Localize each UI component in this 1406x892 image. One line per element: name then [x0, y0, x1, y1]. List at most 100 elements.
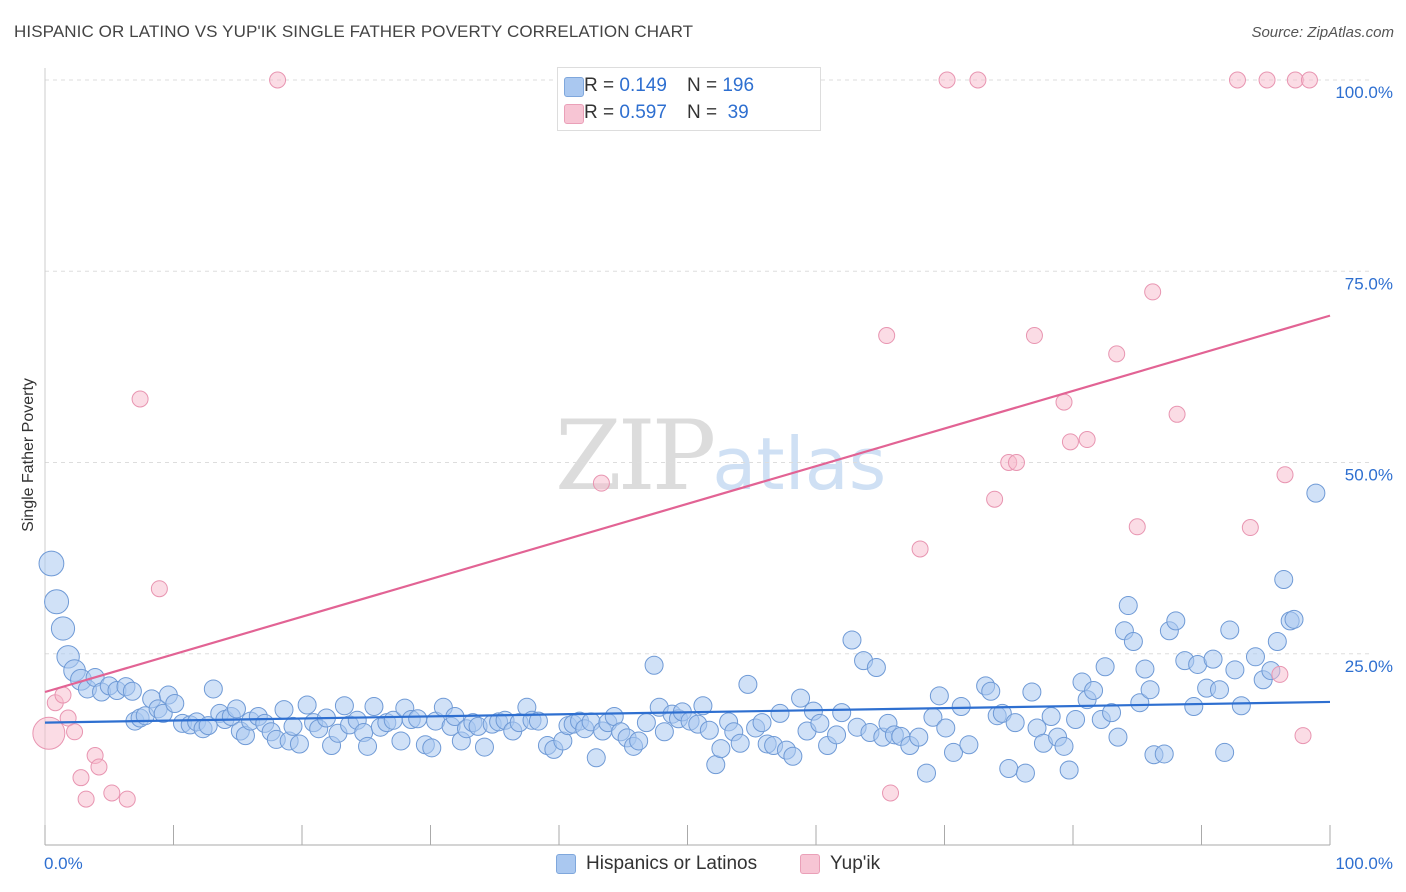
- hispanic-point: [203, 679, 223, 699]
- yupik-point: [1241, 519, 1259, 537]
- hispanic-point: [738, 674, 758, 694]
- hispanic-point: [1274, 570, 1294, 590]
- legend-row-yupik: R = 0.597 N = 39: [564, 100, 749, 126]
- hispanic-point: [752, 713, 772, 733]
- hispanic-point: [693, 696, 713, 716]
- hispanic-point: [730, 733, 750, 753]
- hispanic-point: [791, 688, 811, 708]
- hispanic-point: [1231, 696, 1251, 716]
- hispanic-point: [1306, 483, 1326, 503]
- yupik-point: [131, 390, 149, 408]
- legend-swatch-blue: [564, 77, 584, 97]
- hispanic-point: [408, 709, 428, 729]
- legend-r-value: 0.149: [619, 75, 667, 96]
- legend-stats: R = 0.149 N = 196 R = 0.597 N = 39: [557, 67, 821, 131]
- hispanic-point: [1225, 660, 1245, 680]
- x-tick-label: 100.0%: [1335, 854, 1393, 873]
- y-tick-label: 50.0%: [1345, 466, 1393, 485]
- hispanic-point: [297, 695, 317, 715]
- yupik-point: [1168, 405, 1186, 423]
- x-tick-label: 0.0%: [44, 854, 83, 873]
- hispanic-point: [929, 686, 949, 706]
- hispanic-point: [827, 725, 847, 745]
- yupik-point: [1055, 393, 1073, 411]
- watermark-atlas: atlas: [712, 422, 887, 506]
- legend-swatch-pink: [800, 854, 820, 874]
- yupik-point: [1061, 433, 1079, 451]
- hispanic-point: [1123, 632, 1143, 652]
- hispanic-point: [283, 716, 303, 736]
- legend-n-value: 196: [722, 75, 755, 96]
- legend-item-yupik: Yup'ik: [800, 852, 880, 876]
- hispanic-point: [711, 739, 731, 759]
- hispanic-point: [1084, 680, 1104, 700]
- hispanic-point: [636, 713, 656, 733]
- yupik-point: [882, 784, 900, 802]
- yupik-point: [150, 580, 168, 598]
- y-tick-label: 75.0%: [1345, 274, 1393, 293]
- yupik-point: [1258, 71, 1276, 89]
- yupik-point: [938, 71, 956, 89]
- legend-n-value: 39: [722, 102, 749, 123]
- hispanic-point: [50, 616, 76, 641]
- yupik-point: [72, 769, 90, 787]
- yupik-point: [269, 71, 287, 89]
- hispanic-trend-line: [44, 700, 1331, 724]
- hispanic-point: [936, 718, 956, 738]
- hispanic-point: [38, 550, 65, 577]
- yupik-point: [1007, 454, 1025, 471]
- yupik-point: [1078, 431, 1096, 449]
- hispanic-point: [770, 703, 790, 723]
- hispanic-point: [1022, 682, 1042, 702]
- hispanic-point: [1220, 620, 1240, 640]
- yupik-point: [66, 723, 84, 741]
- yupik-point: [32, 716, 66, 750]
- hispanic-point: [1041, 706, 1061, 726]
- hispanic-point: [1108, 727, 1128, 747]
- hispanic-point: [528, 711, 548, 731]
- yupik-point: [103, 784, 121, 802]
- hispanic-point: [1245, 647, 1265, 667]
- hispanic-point: [474, 737, 494, 757]
- hispanic-point: [981, 681, 1001, 701]
- hispanic-point: [364, 697, 384, 717]
- hispanic-point: [917, 763, 937, 783]
- hispanic-point: [783, 746, 803, 766]
- y-tick-label: 25.0%: [1345, 657, 1393, 676]
- hispanic-point: [1140, 680, 1160, 700]
- hispanic-point: [943, 742, 963, 762]
- hispanic-point: [832, 703, 852, 723]
- hispanic-point: [122, 681, 142, 701]
- hispanic-point: [422, 738, 442, 758]
- hispanic-point: [999, 759, 1019, 778]
- hispanic-point: [1059, 760, 1079, 780]
- legend-r-value: 0.597: [619, 102, 667, 123]
- yupik-point: [986, 490, 1004, 508]
- legend-label-hispanic: Hispanics or Latinos: [586, 853, 758, 874]
- yupik-point: [1300, 71, 1318, 89]
- hispanic-point: [1267, 632, 1287, 652]
- legend-r-label: R =: [584, 75, 615, 96]
- hispanic-point: [1203, 649, 1223, 669]
- yupik-point: [969, 71, 987, 89]
- hispanic-point: [1015, 763, 1035, 783]
- legend-label-yupik: Yup'ik: [830, 853, 881, 874]
- watermark: ZIPatlas: [555, 400, 886, 512]
- hispanic-point: [1130, 693, 1150, 713]
- y-tick-label: 100.0%: [1335, 83, 1393, 102]
- hispanic-point: [1215, 742, 1235, 762]
- legend-swatch-blue: [556, 854, 576, 874]
- hispanic-point: [644, 655, 664, 675]
- hispanic-point: [586, 748, 606, 768]
- hispanic-point: [1209, 680, 1229, 700]
- hispanic-point: [842, 630, 862, 650]
- hispanic-point: [706, 755, 726, 775]
- yupik-point: [1228, 71, 1246, 89]
- yupik-point: [592, 474, 610, 492]
- hispanic-point: [1054, 736, 1074, 756]
- yupik-point: [118, 790, 136, 808]
- hispanic-point: [699, 720, 719, 740]
- hispanic-point: [198, 716, 218, 736]
- hispanic-point: [165, 693, 185, 713]
